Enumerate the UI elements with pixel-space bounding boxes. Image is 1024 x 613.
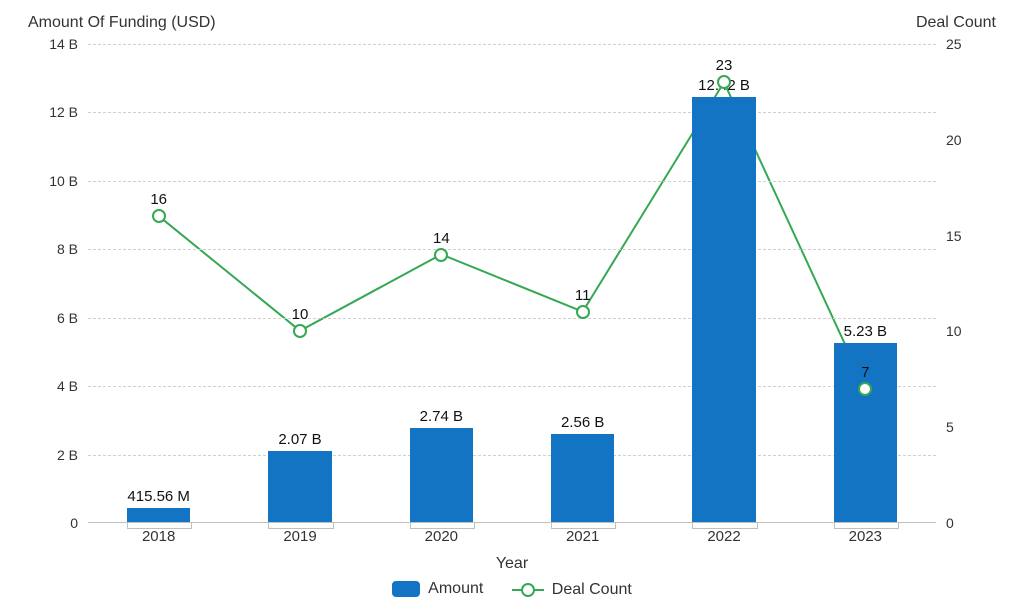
y-right-tick: 20 (936, 132, 962, 148)
line-marker (858, 382, 872, 396)
legend-swatch-line-icon (512, 583, 544, 597)
line-value-label: 7 (861, 364, 869, 381)
y-left-tick: 12 B (49, 104, 88, 120)
gridline (88, 455, 936, 456)
y-right-axis-title: Deal Count (916, 14, 996, 32)
legend-item-deal-count: Deal Count (512, 581, 632, 599)
x-axis-title: Year (0, 555, 1024, 573)
gridline (88, 44, 936, 45)
x-tick: 2021 (566, 522, 599, 545)
line-marker (293, 324, 307, 338)
plot-area: 02 B4 B6 B8 B10 B12 B14 B051015202520182… (88, 44, 936, 523)
line-marker (434, 248, 448, 262)
line-value-label: 10 (292, 306, 309, 323)
legend-swatch-bar-icon (392, 581, 420, 597)
legend: Amount Deal Count (0, 580, 1024, 602)
x-tick: 2022 (707, 522, 740, 545)
y-right-tick: 5 (936, 419, 954, 435)
funding-chart: Amount Of Funding (USD) Deal Count 02 B4… (0, 0, 1024, 613)
x-tick: 2020 (425, 522, 458, 545)
legend-item-amount: Amount (392, 580, 483, 598)
bar (268, 451, 332, 522)
y-left-tick: 14 B (49, 36, 88, 52)
y-left-tick: 4 B (57, 378, 88, 394)
x-tick: 2023 (849, 522, 882, 545)
gridline (88, 112, 936, 113)
bar-value-label: 415.56 M (127, 488, 190, 505)
line-value-label: 23 (716, 57, 733, 74)
x-tick: 2018 (142, 522, 175, 545)
y-right-tick: 25 (936, 36, 962, 52)
bar (551, 434, 615, 522)
y-right-tick: 0 (936, 515, 954, 531)
legend-label: Amount (428, 580, 483, 598)
bar (127, 508, 191, 522)
line-value-label: 16 (150, 191, 167, 208)
gridline (88, 386, 936, 387)
y-left-axis-title: Amount Of Funding (USD) (28, 14, 216, 32)
legend-label: Deal Count (552, 581, 632, 599)
line-marker (152, 209, 166, 223)
bar (410, 428, 474, 522)
line-marker (717, 75, 731, 89)
y-right-tick: 15 (936, 228, 962, 244)
line-value-label: 14 (433, 230, 450, 247)
gridline (88, 181, 936, 182)
y-left-tick: 10 B (49, 173, 88, 189)
bar-value-label: 2.74 B (420, 408, 463, 425)
y-left-tick: 8 B (57, 241, 88, 257)
bar-value-label: 5.23 B (844, 323, 887, 340)
deal-count-line (88, 44, 936, 522)
bar-value-label: 2.07 B (278, 431, 321, 448)
y-right-tick: 10 (936, 323, 962, 339)
y-left-tick: 0 (70, 515, 88, 531)
bar-value-label: 2.56 B (561, 414, 604, 431)
y-left-tick: 6 B (57, 310, 88, 326)
line-value-label: 11 (575, 287, 591, 304)
gridline (88, 249, 936, 250)
line-marker (576, 305, 590, 319)
bar (692, 97, 756, 522)
y-left-tick: 2 B (57, 447, 88, 463)
x-tick: 2019 (283, 522, 316, 545)
gridline (88, 318, 936, 319)
